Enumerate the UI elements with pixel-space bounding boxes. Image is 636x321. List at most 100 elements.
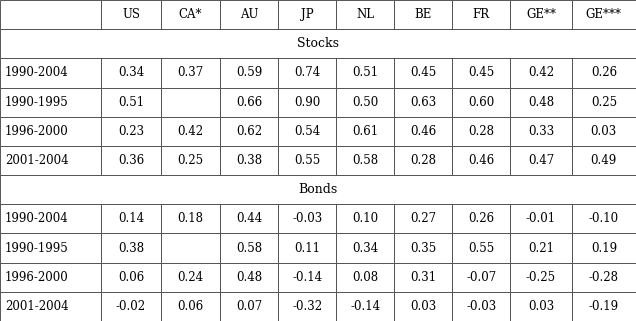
Text: 0.74: 0.74: [294, 66, 321, 80]
Bar: [220, 204, 278, 233]
Bar: [0, 292, 101, 321]
Text: 0.34: 0.34: [118, 66, 144, 80]
Bar: [452, 263, 510, 292]
Bar: [510, 146, 572, 175]
Bar: [572, 233, 636, 263]
Bar: [394, 0, 452, 29]
Text: 0.06: 0.06: [177, 300, 204, 313]
Bar: [101, 117, 161, 146]
Text: 0.63: 0.63: [410, 96, 436, 108]
Bar: [278, 292, 336, 321]
Text: 0.51: 0.51: [352, 66, 378, 80]
Text: 0.49: 0.49: [591, 154, 617, 167]
Text: -0.07: -0.07: [466, 271, 496, 284]
Bar: [394, 204, 452, 233]
Bar: [394, 117, 452, 146]
Text: -0.10: -0.10: [589, 213, 619, 225]
Text: -0.03: -0.03: [292, 213, 322, 225]
Bar: [161, 204, 220, 233]
Bar: [101, 88, 161, 117]
Bar: [394, 263, 452, 292]
Bar: [572, 146, 636, 175]
Text: 0.58: 0.58: [352, 154, 378, 167]
Text: GE**: GE**: [526, 8, 556, 21]
Bar: [510, 292, 572, 321]
Bar: [510, 58, 572, 88]
Bar: [278, 263, 336, 292]
Bar: [336, 88, 394, 117]
Text: 0.24: 0.24: [177, 271, 204, 284]
Bar: [278, 0, 336, 29]
Bar: [101, 58, 161, 88]
Bar: [572, 0, 636, 29]
Text: 0.25: 0.25: [591, 96, 617, 108]
Bar: [220, 88, 278, 117]
Text: 0.10: 0.10: [352, 213, 378, 225]
Text: 1990-1995: 1990-1995: [5, 241, 69, 255]
Bar: [452, 58, 510, 88]
Text: 0.07: 0.07: [236, 300, 262, 313]
Text: 1990-2004: 1990-2004: [5, 213, 69, 225]
Text: -0.28: -0.28: [589, 271, 619, 284]
Text: AU: AU: [240, 8, 258, 21]
Bar: [278, 146, 336, 175]
Text: 0.55: 0.55: [294, 154, 321, 167]
Text: 0.62: 0.62: [236, 125, 262, 138]
Text: 0.25: 0.25: [177, 154, 204, 167]
Text: 0.61: 0.61: [352, 125, 378, 138]
Text: Bonds: Bonds: [298, 183, 338, 196]
Text: 0.46: 0.46: [410, 125, 436, 138]
Text: 0.11: 0.11: [294, 241, 320, 255]
Text: 0.38: 0.38: [236, 154, 262, 167]
Bar: [161, 88, 220, 117]
Bar: [336, 233, 394, 263]
Text: -0.03: -0.03: [466, 300, 496, 313]
Bar: [220, 233, 278, 263]
Text: 0.31: 0.31: [410, 271, 436, 284]
Bar: [161, 263, 220, 292]
Text: US: US: [122, 8, 140, 21]
Bar: [278, 58, 336, 88]
Bar: [452, 233, 510, 263]
Text: 0.58: 0.58: [236, 241, 262, 255]
Bar: [220, 292, 278, 321]
Bar: [101, 0, 161, 29]
Text: -0.01: -0.01: [526, 213, 556, 225]
Bar: [101, 204, 161, 233]
Text: 0.48: 0.48: [236, 271, 262, 284]
Text: CA*: CA*: [179, 8, 202, 21]
Bar: [101, 263, 161, 292]
Bar: [0, 117, 101, 146]
Bar: [394, 88, 452, 117]
Text: 0.90: 0.90: [294, 96, 321, 108]
Text: 0.48: 0.48: [528, 96, 554, 108]
Bar: [510, 117, 572, 146]
Bar: [510, 88, 572, 117]
Bar: [572, 204, 636, 233]
Bar: [452, 88, 510, 117]
Bar: [452, 204, 510, 233]
Bar: [394, 292, 452, 321]
Text: 0.51: 0.51: [118, 96, 144, 108]
Bar: [101, 292, 161, 321]
Text: JP: JP: [301, 8, 314, 21]
Bar: [278, 117, 336, 146]
Text: 1996-2000: 1996-2000: [5, 271, 69, 284]
Text: 0.66: 0.66: [236, 96, 262, 108]
Text: 2001-2004: 2001-2004: [5, 300, 69, 313]
Bar: [336, 0, 394, 29]
Text: -0.19: -0.19: [589, 300, 619, 313]
Text: 1996-2000: 1996-2000: [5, 125, 69, 138]
Text: 0.38: 0.38: [118, 241, 144, 255]
Bar: [0, 58, 101, 88]
Text: 0.03: 0.03: [410, 300, 436, 313]
Bar: [336, 146, 394, 175]
Text: BE: BE: [415, 8, 432, 21]
Bar: [161, 0, 220, 29]
Bar: [0, 0, 101, 29]
Bar: [336, 117, 394, 146]
Text: 0.19: 0.19: [591, 241, 617, 255]
Text: 0.03: 0.03: [528, 300, 554, 313]
Text: 0.44: 0.44: [236, 213, 262, 225]
Bar: [220, 117, 278, 146]
